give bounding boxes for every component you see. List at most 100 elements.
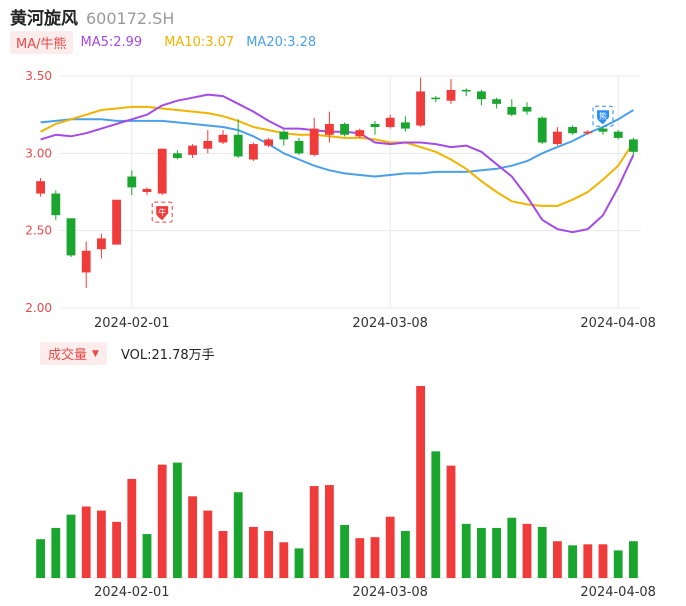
candle-body (476, 91, 486, 100)
price-tick-label: 2.00 (25, 301, 52, 315)
volume-bar (309, 486, 319, 578)
candle-body (51, 193, 61, 216)
candle-body (583, 131, 593, 134)
candle-body (552, 131, 562, 145)
candle-body (355, 130, 365, 137)
date-tick-label: 2024-03-08 (352, 316, 428, 331)
ma20-label: MA20:3.28 (246, 35, 317, 50)
ma20-line (40, 109, 634, 178)
candle-body (416, 91, 426, 126)
volume-bar (157, 464, 167, 578)
volume-value: VOL:21.78万手 (120, 348, 215, 363)
price-tick-label: 3.50 (25, 69, 52, 83)
candle-body (66, 218, 76, 256)
candle-body (142, 188, 152, 192)
volume-bar (598, 544, 608, 578)
volume-bar (400, 531, 410, 578)
candle-body (172, 153, 182, 158)
candle-body (537, 117, 547, 143)
volume-bar (492, 527, 502, 578)
candle-body (522, 106, 532, 112)
volume-bar (203, 510, 213, 578)
volume-bar (628, 541, 638, 578)
volume-bar (112, 521, 122, 578)
volume-bar (218, 531, 228, 578)
volume-bar (142, 534, 152, 578)
volume-bar (385, 516, 395, 578)
volume-bar (461, 523, 471, 578)
date-tick-label: 2024-02-01 (94, 316, 170, 331)
ma10-line (40, 105, 635, 207)
price-tick-label: 3.00 (25, 146, 52, 160)
dropdown-triangle-icon: ▼ (92, 348, 99, 359)
volume-bar (96, 510, 106, 578)
candle-body (324, 123, 334, 135)
volume-bar (81, 506, 91, 578)
volume-bar (279, 542, 289, 578)
candle-body (188, 145, 198, 155)
candle-body (340, 123, 350, 135)
ma-legend: MA/牛熊 MA5:2.99 MA10:3.07 MA20:3.28 (10, 31, 316, 54)
stock-header: 黄河旋风 600172.SH (10, 4, 175, 29)
ma10-label: MA10:3.07 (164, 35, 235, 50)
bear-signal-icon[interactable]: 熊 (592, 105, 614, 127)
volume-mode-label: 成交量 (48, 348, 88, 363)
volume-bar (476, 527, 486, 578)
volume-bar (340, 524, 350, 578)
candle-body (112, 199, 122, 245)
volume-bar (552, 541, 562, 578)
volume-legend: 成交量 ▼ VOL:21.78万手 (40, 342, 215, 365)
volume-date-tick-label: 2024-04-08 (580, 585, 656, 600)
volume-bar (188, 496, 198, 578)
candle-body (431, 97, 441, 100)
volume-bar (66, 514, 76, 578)
candle-body (279, 131, 289, 140)
candle-body (568, 127, 578, 134)
price-tick-label: 2.50 (25, 224, 52, 238)
volume-bar (522, 523, 532, 578)
bull-signal-icon[interactable]: 牛 (151, 201, 173, 223)
volume-bar (568, 545, 578, 578)
candle-body (218, 134, 228, 143)
volume-date-tick-label: 2024-03-08 (352, 585, 428, 600)
candle-body (613, 131, 623, 138)
svg-text:牛: 牛 (158, 207, 166, 217)
candle-body (446, 89, 456, 101)
svg-text:熊: 熊 (599, 111, 607, 121)
candle-body (248, 144, 258, 160)
candle-body (96, 238, 106, 250)
volume-bar (294, 548, 304, 578)
volume-bar (36, 539, 46, 578)
candle-body (400, 122, 410, 129)
volume-bar (51, 527, 61, 578)
volume-date-tick-label: 2024-02-01 (94, 585, 170, 600)
candle-body (127, 176, 137, 188)
volume-mode-button[interactable]: 成交量 ▼ (40, 342, 107, 365)
volume-bar (233, 492, 243, 578)
candle-body (385, 117, 395, 128)
volume-bar (537, 526, 547, 578)
candle-body (233, 134, 243, 157)
candle-body (507, 106, 517, 115)
volume-bar (324, 485, 334, 578)
volume-bar (127, 478, 137, 578)
candle-body (492, 99, 502, 104)
ma5-line (40, 93, 635, 234)
volume-bar (613, 550, 623, 578)
candle-body (370, 123, 380, 128)
candle-body (36, 181, 46, 194)
date-tick-label: 2024-04-08 (580, 316, 656, 331)
volume-bar (507, 517, 517, 578)
volume-bar (431, 451, 441, 578)
candle-body (628, 139, 638, 152)
volume-bar (264, 531, 274, 578)
candle-body (203, 140, 213, 149)
volume-bar (248, 526, 258, 578)
stock-code: 600172.SH (86, 9, 175, 28)
ma-mode-button[interactable]: MA/牛熊 (10, 31, 73, 54)
candle-body (264, 139, 274, 146)
volume-bar (172, 462, 182, 578)
volume-bar (416, 386, 426, 578)
volume-bar (370, 537, 380, 578)
